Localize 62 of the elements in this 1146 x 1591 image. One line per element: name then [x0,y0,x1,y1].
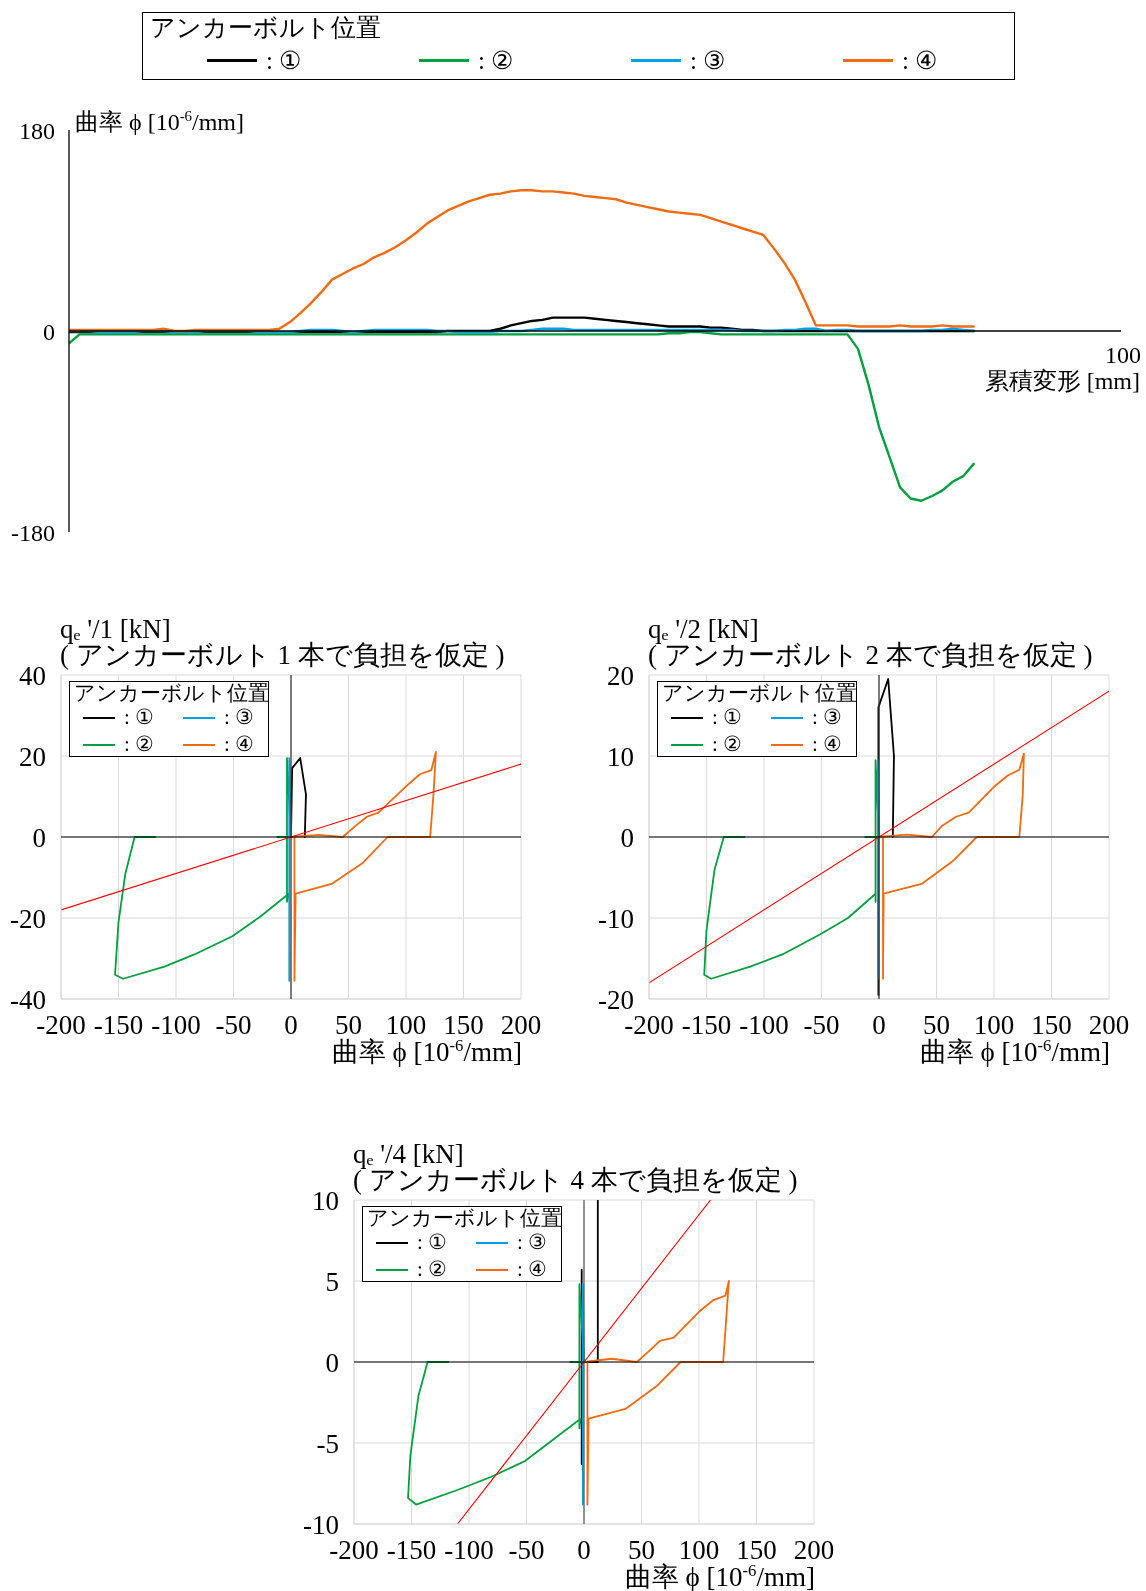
x-tick-label: -50 [215,1010,252,1041]
y-axis-title: qₑ '/2 [kN] ( アンカーボルト 2 本で負担を仮定 ) [648,614,1093,670]
y-tick-label: 20 [19,741,46,772]
y-tick-label: -20 [10,903,46,934]
x-tick-label: 100 [385,1010,427,1041]
legend-title: アンカーボルト位置 [366,1206,562,1230]
legend-label: : ② [417,1257,448,1282]
x-tick-label: 200 [500,1010,542,1041]
x-tick-label: -150 [93,1010,144,1041]
x-tick-label: 150 [1031,1010,1072,1041]
x-tick-label: -150 [386,1535,437,1566]
legend-label: : ② [124,732,155,757]
x-tick-label: -50 [803,1010,840,1041]
y-tick-label: 180 [19,117,55,144]
x-tick-label: 0 [872,1010,886,1041]
x-tick-label: 100 [973,1010,1015,1041]
legend-label: : ① [712,705,743,730]
legend-title: アンカーボルト位置 [73,681,269,705]
x-tick-label: 200 [1088,1010,1130,1041]
x-tick-label: 150 [443,1010,484,1041]
y-tick-label: -180 [11,519,55,546]
legend-label: : ③ [690,45,726,75]
legend-label: : ① [124,705,155,730]
legend-label: : ③ [812,705,843,730]
x-tick-label: -100 [444,1535,494,1566]
y-tick-label: 0 [32,822,46,853]
x-tick-label: -100 [151,1010,201,1041]
x-tick-label: -100 [739,1010,789,1041]
legend-label: : ④ [812,732,843,757]
y-axis-title: qₑ '/4 [kN] ( アンカーボルト 4 本で負担を仮定 ) [353,1139,798,1195]
x-tick-label: 200 [793,1535,835,1566]
y-tick-label: 10 [312,1185,339,1216]
legend-label: : ④ [517,1257,548,1282]
y-tick-label: 0 [620,822,634,853]
legend-label: : ② [478,45,514,75]
y-tick-label: 5 [325,1266,339,1297]
annotation: 100 [1105,341,1141,369]
legend-label: : ① [266,45,302,75]
y-tick-label: -5 [316,1428,339,1459]
x-tick-label: -50 [508,1535,545,1566]
y-axis-title: 曲率 ϕ [10$^{-6}$/mm] [75,107,245,137]
y-tick-label: 20 [607,660,634,691]
legend-label: : ④ [224,732,255,757]
y-tick-label: 0 [43,318,55,345]
y-tick-label: 0 [325,1347,339,1378]
y-axis-title: qₑ '/1 [kN] ( アンカーボルト 1 本で負担を仮定 ) [60,614,505,670]
x-tick-label: 0 [284,1010,298,1041]
y-tick-label: 40 [19,660,46,691]
x-tick-label: 150 [736,1535,777,1566]
legend-title: アンカーボルト位置 [149,13,382,43]
legend-label: : ③ [224,705,255,730]
x-tick-label: -150 [681,1010,732,1041]
legend-title: アンカーボルト位置 [661,681,857,705]
legend-label: : ① [417,1230,448,1255]
y-tick-label: -10 [598,903,634,934]
x-axis-title: 累積変形 [mm] [984,367,1140,396]
x-tick-label: 0 [577,1535,591,1566]
legend-label: : ④ [902,45,938,75]
y-tick-label: 10 [607,741,634,772]
x-tick-label: 100 [678,1535,720,1566]
legend-label: : ③ [517,1230,548,1255]
legend-label: : ② [712,732,743,757]
